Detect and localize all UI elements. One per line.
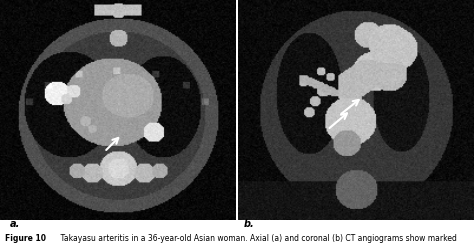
Text: Takayasu arteritis in a 36-year-old Asian woman. Axial (a) and coronal (b) CT an: Takayasu arteritis in a 36-year-old Asia…	[51, 233, 457, 242]
Text: Figure 10: Figure 10	[5, 233, 46, 242]
Text: a.: a.	[9, 218, 20, 228]
Text: b.: b.	[244, 218, 255, 228]
